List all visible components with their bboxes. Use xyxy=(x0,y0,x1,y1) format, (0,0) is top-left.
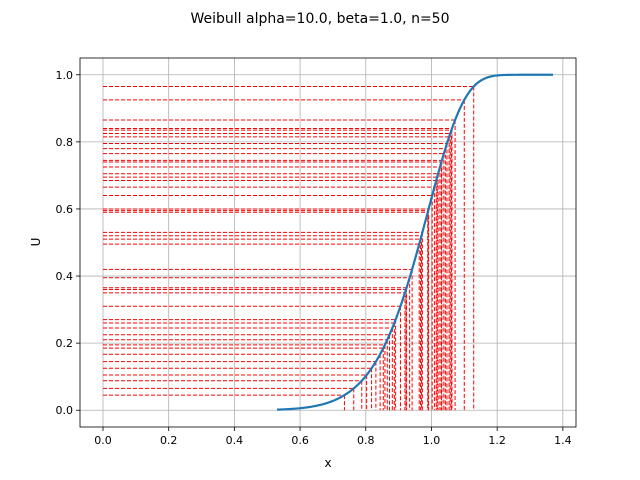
y-tick-label: 0.0 xyxy=(56,404,74,417)
y-axis-label: U xyxy=(29,238,43,247)
y-tick-label: 0.6 xyxy=(56,203,74,216)
cdf-curve xyxy=(277,73,554,411)
y-tick-label: 0.2 xyxy=(56,337,74,350)
x-tick-label: 0.2 xyxy=(160,434,178,447)
x-tick-label: 1.2 xyxy=(488,434,506,447)
x-tick-label: 0.0 xyxy=(94,434,112,447)
cdf-curve-group xyxy=(277,73,554,411)
sample-horizontal-lines xyxy=(102,86,474,396)
y-tick-label: 1.0 xyxy=(56,69,74,82)
grid-lines xyxy=(80,58,576,427)
x-tick-label: 0.6 xyxy=(291,434,309,447)
x-axis-ticks: 0.0 0.2 0.4 0.6 0.8 1.0 1.2 1.4 xyxy=(94,427,572,447)
y-tick-label: 0.4 xyxy=(56,270,74,283)
x-tick-label: 0.4 xyxy=(226,434,244,447)
plot-frame xyxy=(79,57,577,428)
chart-title: Weibull alpha=10.0, beta=1.0, n=50 xyxy=(190,11,449,27)
x-tick-label: 1.0 xyxy=(423,434,441,447)
y-tick-label: 0.8 xyxy=(56,136,74,149)
x-tick-label: 0.8 xyxy=(357,434,375,447)
x-axis-label: x xyxy=(324,456,331,470)
sample-vertical-lines xyxy=(343,86,475,411)
y-axis-ticks: 0.0 0.2 0.4 0.6 0.8 1.0 xyxy=(56,69,80,417)
x-tick-label: 1.4 xyxy=(554,434,572,447)
